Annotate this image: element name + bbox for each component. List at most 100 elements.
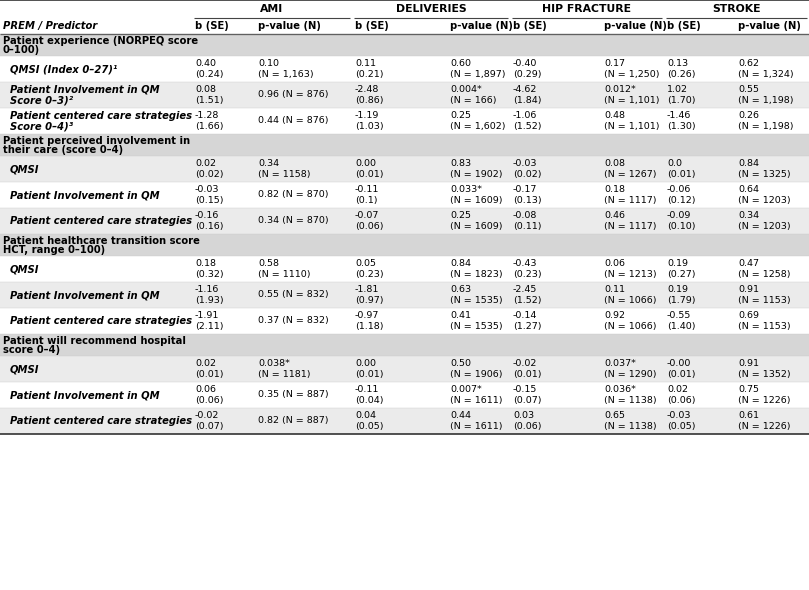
Text: -1.16: -1.16 [195,286,219,294]
Text: 0.34: 0.34 [738,211,759,220]
Text: (N = 1213): (N = 1213) [604,270,657,279]
Text: (0.01): (0.01) [355,370,383,379]
Text: -1.06: -1.06 [513,112,537,120]
Text: (0.11): (0.11) [513,222,541,231]
Text: (0.07): (0.07) [513,396,541,405]
Text: (0.01): (0.01) [667,171,696,179]
Text: (0.23): (0.23) [513,270,541,279]
Text: 0.033*: 0.033* [450,185,482,194]
Text: 0.63: 0.63 [450,286,471,294]
Bar [0,182,809,208]
Text: (0.15): (0.15) [195,196,223,205]
Text: (N = 1267): (N = 1267) [604,171,656,179]
Text: 0.18: 0.18 [604,185,625,194]
Text: 0.13: 0.13 [667,60,688,68]
Text: (N = 1,198): (N = 1,198) [738,96,794,105]
Text: 0.17: 0.17 [604,60,625,68]
Text: (N = 1611): (N = 1611) [450,422,502,431]
Text: (0.32): (0.32) [195,270,223,279]
Text: (0.23): (0.23) [355,270,383,279]
Text: (0.06): (0.06) [355,222,383,231]
Text: (0.04): (0.04) [355,396,383,405]
Text: 0.96 (N = 876): 0.96 (N = 876) [258,90,328,100]
Text: (1.27): (1.27) [513,322,541,331]
Text: (1.70): (1.70) [667,96,696,105]
Text: -0.11: -0.11 [355,185,379,194]
Text: 0.91: 0.91 [738,359,759,368]
Text: 0.92: 0.92 [604,312,625,320]
Text: (N = 1609): (N = 1609) [450,222,502,231]
Text: p-value (N): p-value (N) [450,21,513,31]
Text: 0.06: 0.06 [195,385,216,394]
Text: 0.05: 0.05 [355,259,376,268]
Text: 0.55 (N = 832): 0.55 (N = 832) [258,290,328,300]
Text: (0.05): (0.05) [355,422,383,431]
Text: -4.62: -4.62 [513,86,537,94]
Bar [0,156,809,182]
Text: (N = 1203): (N = 1203) [738,196,790,205]
Text: 0.038*: 0.038* [258,359,290,368]
Text: 0.02: 0.02 [667,385,688,394]
Text: (0.29): (0.29) [513,70,541,79]
Text: -0.17: -0.17 [513,185,537,194]
Text: (0.86): (0.86) [355,96,383,105]
Text: Score 0–3)²: Score 0–3)² [10,96,73,106]
Text: 0.60: 0.60 [450,60,471,68]
Bar [0,134,809,156]
Text: 0.61: 0.61 [738,411,759,420]
Bar [0,34,809,56]
Bar [0,108,809,134]
Text: (0.07): (0.07) [195,422,223,431]
Text: -0.97: -0.97 [355,312,379,320]
Text: -1.91: -1.91 [195,312,219,320]
Text: (0.06): (0.06) [667,396,696,405]
Text: (N = 1906): (N = 1906) [450,370,502,379]
Text: 0.82 (N = 870): 0.82 (N = 870) [258,191,328,199]
Text: QMSI: QMSI [10,264,40,274]
Text: (1.93): (1.93) [195,296,223,305]
Text: -2.45: -2.45 [513,286,537,294]
Text: (1.79): (1.79) [667,296,696,305]
Text: -1.46: -1.46 [667,112,692,120]
Text: 0.46: 0.46 [604,211,625,220]
Text: (N = 1117): (N = 1117) [604,222,656,231]
Text: 0.91: 0.91 [738,286,759,294]
Text: (0.27): (0.27) [667,270,696,279]
Text: 0.40: 0.40 [195,60,216,68]
Text: p-value (N): p-value (N) [738,21,801,31]
Text: (N = 1226): (N = 1226) [738,422,790,431]
Text: -0.00: -0.00 [667,359,692,368]
Text: 0.08: 0.08 [604,159,625,168]
Text: p-value (N): p-value (N) [604,21,667,31]
Text: -1.19: -1.19 [355,112,379,120]
Text: (N = 1352): (N = 1352) [738,370,790,379]
Text: 0.11: 0.11 [355,60,376,68]
Text: (0.97): (0.97) [355,296,383,305]
Text: 0.35 (N = 887): 0.35 (N = 887) [258,391,328,399]
Text: -0.08: -0.08 [513,211,537,220]
Text: 0.37 (N = 832): 0.37 (N = 832) [258,316,328,326]
Text: (1.03): (1.03) [355,122,383,131]
Text: their care (score 0–4): their care (score 0–4) [3,145,123,155]
Bar [0,408,809,434]
Bar [0,334,809,356]
Text: -0.40: -0.40 [513,60,537,68]
Bar [0,308,809,334]
Text: (N = 1258): (N = 1258) [738,270,790,279]
Text: -0.03: -0.03 [513,159,537,168]
Text: 0.75: 0.75 [738,385,759,394]
Text: (2.11): (2.11) [195,322,223,331]
Text: 0.02: 0.02 [195,359,216,368]
Text: DELIVERIES: DELIVERIES [396,4,466,14]
Bar [0,208,809,234]
Text: (N = 1066): (N = 1066) [604,322,656,331]
Text: -2.48: -2.48 [355,86,379,94]
Text: (0.05): (0.05) [667,422,696,431]
Text: 0.82 (N = 887): 0.82 (N = 887) [258,417,328,425]
Text: 0.11: 0.11 [604,286,625,294]
Text: 0.55: 0.55 [738,86,759,94]
Text: AMI: AMI [260,4,284,14]
Text: (N = 1611): (N = 1611) [450,396,502,405]
Text: -0.11: -0.11 [355,385,379,394]
Text: (N = 1290): (N = 1290) [604,370,656,379]
